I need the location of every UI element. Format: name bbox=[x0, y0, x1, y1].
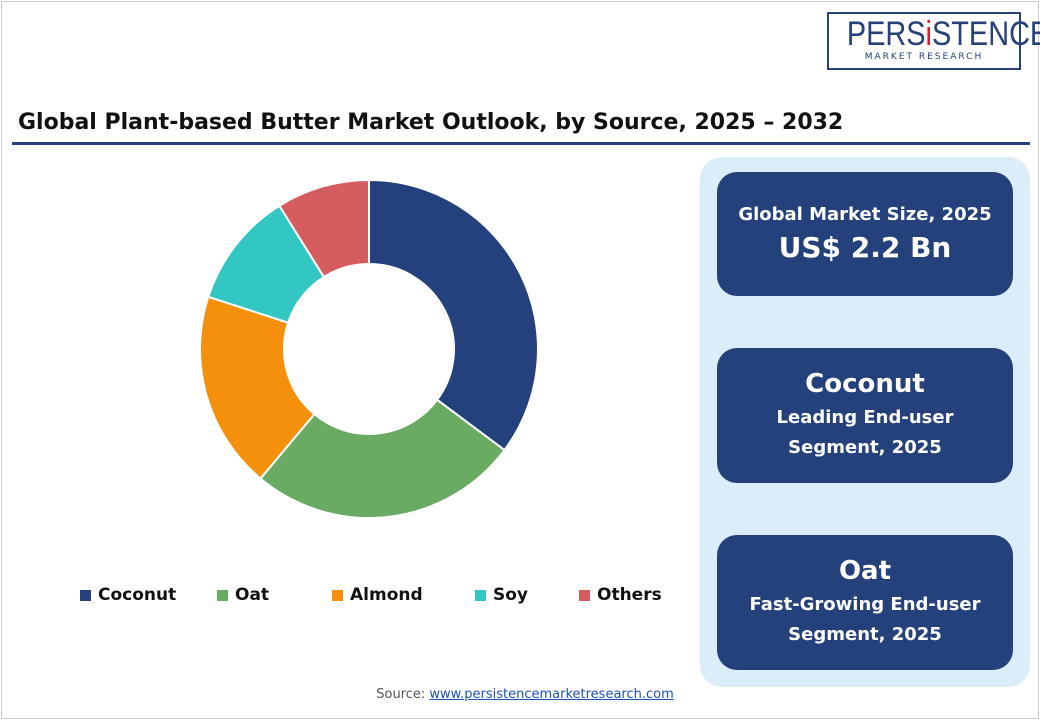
legend-item-coconut: Coconut bbox=[80, 585, 217, 605]
leading-segment-line2: Segment, 2025 bbox=[788, 436, 942, 458]
slice-others bbox=[277, 178, 370, 279]
legend-item-almond: Almond bbox=[332, 585, 475, 605]
title-divider bbox=[12, 142, 1030, 145]
legend-label: Others bbox=[597, 585, 662, 605]
legend-item-soy: Soy bbox=[475, 585, 579, 605]
fast-growing-line2: Segment, 2025 bbox=[788, 623, 942, 645]
leading-segment-name: Coconut bbox=[805, 368, 925, 399]
legend-label: Oat bbox=[235, 585, 270, 605]
legend: Coconut Oat Almond Soy Others bbox=[80, 585, 679, 605]
fast-growing-card: Oat Fast-Growing End-user Segment, 2025 bbox=[717, 535, 1013, 670]
legend-item-oat: Oat bbox=[217, 585, 332, 605]
logo-main: PERSiSTENCE bbox=[846, 15, 1040, 53]
logo: PERSiSTENCE MARKET RESEARCH bbox=[827, 12, 1040, 70]
legend-swatch bbox=[332, 589, 343, 601]
logo-sub: MARKET RESEARCH bbox=[864, 52, 984, 62]
legend-swatch bbox=[475, 589, 486, 601]
legend-swatch bbox=[217, 589, 228, 601]
legend-swatch bbox=[579, 589, 590, 601]
fast-growing-name: Oat bbox=[838, 555, 892, 586]
slice-almond bbox=[199, 295, 316, 480]
market-size-card: Global Market Size, 2025 US$ 2.2 Bn bbox=[717, 172, 1013, 296]
fast-growing-line1: Fast-Growing End-user bbox=[749, 593, 981, 615]
chart-title: Global Plant-based Butter Market Outlook… bbox=[18, 110, 844, 135]
slice-coconut bbox=[368, 178, 539, 452]
source-link[interactable]: www.persistencemarketresearch.com bbox=[429, 687, 674, 702]
donut-chart bbox=[199, 178, 539, 519]
market-size-label: Global Market Size, 2025 bbox=[738, 204, 992, 225]
source-label: Source: bbox=[376, 687, 426, 702]
legend-label: Soy bbox=[493, 585, 529, 605]
leading-segment-line1: Leading End-user bbox=[776, 406, 954, 428]
legend-swatch bbox=[80, 589, 91, 601]
source: Source: www.persistencemarketresearch.co… bbox=[0, 687, 1040, 702]
leading-segment-card: Coconut Leading End-user Segment, 2025 bbox=[717, 348, 1013, 483]
market-size-value: US$ 2.2 Bn bbox=[778, 231, 952, 264]
legend-label: Coconut bbox=[98, 585, 177, 605]
legend-label: Almond bbox=[350, 585, 423, 605]
slice-oat bbox=[259, 398, 506, 519]
legend-item-others: Others bbox=[579, 585, 679, 605]
